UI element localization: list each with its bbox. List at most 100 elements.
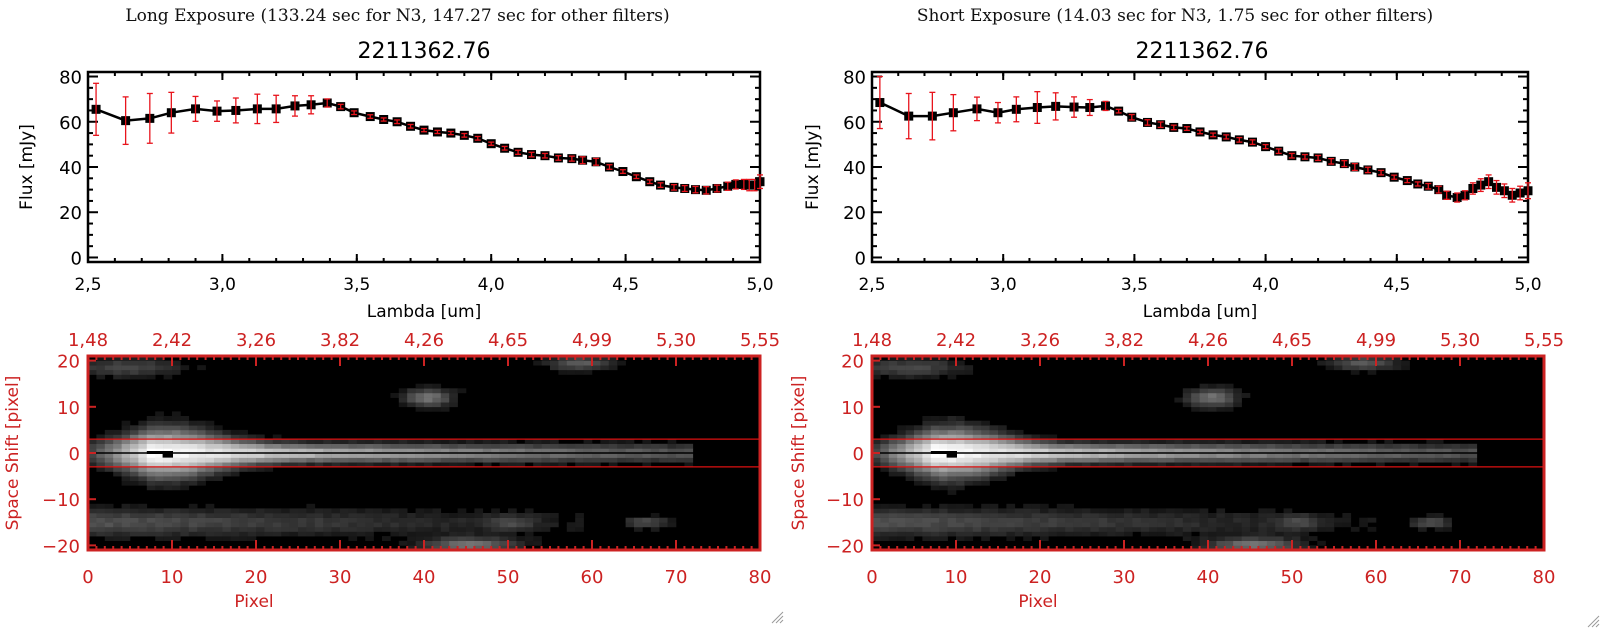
image-pixel (1266, 526, 1276, 532)
image-pixel (256, 508, 265, 514)
spectrum-frame (86, 70, 762, 264)
image-pixel (1191, 545, 1200, 551)
image-pixel (356, 462, 366, 468)
image-pixel (1392, 453, 1402, 458)
image-pixel (1300, 443, 1310, 449)
image-pixel (914, 457, 923, 463)
image-pixel (1275, 526, 1284, 532)
image-pixel (96, 356, 106, 361)
image-pixel (323, 439, 332, 445)
image-pixel (474, 508, 484, 514)
image-pixel (1283, 439, 1293, 445)
image-pixel (989, 466, 999, 472)
image-pixel (272, 517, 282, 523)
image-pixel (499, 517, 509, 523)
image-pixel (104, 356, 114, 361)
image-pixel (1224, 439, 1234, 445)
image-pixel (1258, 540, 1268, 546)
image-pixel (964, 369, 974, 375)
image-pixel (1308, 536, 1318, 542)
image-pixel (88, 503, 97, 509)
image-pixel (922, 360, 932, 366)
image-pixel (1233, 453, 1242, 458)
image-pixel (180, 526, 190, 532)
image-pixel (424, 457, 433, 463)
image-pixel (964, 476, 974, 482)
image-top-tick-label: 5,30 (1440, 330, 1480, 351)
image-pixel (407, 517, 416, 523)
image-pixel (256, 434, 265, 440)
image-pixel (659, 517, 668, 523)
image-pixel (466, 443, 475, 449)
image-pixel (96, 453, 106, 458)
image-pixel (1300, 531, 1310, 537)
image-pixel (1342, 453, 1352, 458)
image-pixel (1140, 439, 1150, 445)
image-pixel (264, 531, 274, 537)
resize-grip-icon-left[interactable] (770, 610, 784, 624)
image-pixel (1056, 453, 1066, 458)
image-pixel (113, 374, 122, 380)
image-pixel (1367, 443, 1377, 449)
image-pixel (264, 466, 274, 472)
image-pixel (180, 453, 190, 458)
image-pixel (1300, 448, 1310, 454)
image-top-tick-label: 4,65 (1272, 330, 1312, 351)
image-pixel (1107, 453, 1116, 458)
image-pixel (1325, 513, 1335, 518)
image-pixel (1098, 531, 1108, 537)
image-pixel (1023, 466, 1032, 472)
image-pixel (256, 517, 265, 523)
image-pixel (1031, 466, 1041, 472)
image-pixel (558, 453, 568, 458)
image-pixel (1384, 453, 1394, 458)
image-pixel (684, 457, 694, 463)
image-pixel (491, 545, 500, 551)
image-pixel (121, 457, 131, 463)
image-pixel (1182, 531, 1192, 537)
image-pixel (667, 448, 677, 454)
image-top-tick-label: 1,48 (852, 330, 892, 351)
image-pixel (1191, 517, 1200, 523)
image-pixel (1409, 453, 1419, 458)
image-pixel (247, 466, 257, 472)
image-pixel (1056, 522, 1066, 528)
image-pixel (197, 471, 206, 477)
image-pixel (1107, 531, 1116, 537)
image-pixel (197, 466, 206, 472)
image-pixel (247, 513, 257, 518)
image-pixel (1233, 393, 1242, 398)
image-pixel (888, 522, 898, 528)
image-pixel (930, 471, 940, 477)
image-pixel (264, 439, 274, 445)
image-pixel (541, 443, 551, 449)
image-pixel (897, 513, 906, 518)
image-pixel (972, 476, 982, 482)
image-pixel (172, 439, 181, 445)
image-pixel (1300, 540, 1310, 546)
image-pixel (138, 513, 148, 518)
image-pixel (424, 531, 433, 537)
image-pixel (432, 457, 442, 463)
image-pixel (1140, 517, 1150, 523)
image-pixel (1090, 517, 1100, 523)
image-pixel (306, 508, 316, 514)
image-pixel (298, 513, 307, 518)
image-pixel (1208, 536, 1217, 542)
image-pixel (1031, 453, 1041, 458)
image-pixel (905, 374, 915, 380)
image-pixel (214, 526, 223, 532)
image-pixel (113, 439, 122, 445)
image-pixel (104, 536, 114, 542)
resize-grip-icon-right[interactable] (1586, 614, 1600, 628)
image-pixel (1224, 448, 1234, 454)
image-pixel (956, 448, 965, 454)
image-pixel (872, 439, 881, 445)
image-pixel (1241, 443, 1251, 449)
image-pixel (888, 439, 898, 445)
image-pixel (1082, 526, 1091, 532)
image-pixel (930, 508, 940, 514)
image-pixel (642, 443, 652, 449)
image-pixel (365, 517, 374, 523)
image-pixel (1098, 522, 1108, 528)
